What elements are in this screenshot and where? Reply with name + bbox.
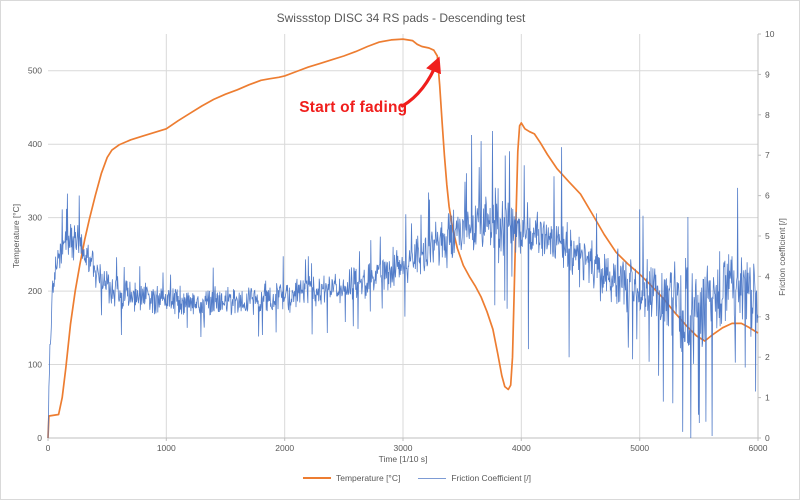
x-tick-label: 0	[46, 443, 51, 453]
y-left-tick-label: 400	[28, 139, 42, 149]
y-right-tick-label: 4	[765, 271, 770, 281]
y-right-tick-label: 9	[765, 69, 770, 79]
y-left-tick-label: 500	[28, 66, 42, 76]
y-left-tick-label: 100	[28, 360, 42, 370]
y-right-tick-label: 6	[765, 191, 770, 201]
y-right-tick-label: 5	[765, 231, 770, 241]
y-right-tick-label: 1	[765, 393, 770, 403]
legend-label-temperature: Temperature [°C]	[335, 473, 401, 483]
x-tick-label: 6000	[749, 443, 768, 453]
x-axis-title: Time [1/10 s]	[378, 454, 428, 464]
y-right-tick-label: 3	[765, 312, 770, 322]
legend-label-friction: Friction Coefficient [/]	[451, 473, 532, 483]
annotation-start-of-fading: Start of fading	[299, 99, 408, 117]
y-right-tick-label: 8	[765, 110, 770, 120]
y-right-tick-label: 10	[765, 29, 775, 39]
x-tick-label: 1000	[157, 443, 176, 453]
y-right-tick-label: 0	[765, 433, 770, 443]
y-left-tick-label: 200	[28, 286, 42, 296]
x-tick-label: 2000	[275, 443, 294, 453]
y-axis-left-title: Temperature [°C]	[11, 203, 21, 269]
temperature-legend-line-icon	[302, 477, 331, 479]
annotation-arrow	[400, 56, 441, 108]
legend: Temperature [°C] Friction Coefficient [/…	[302, 473, 531, 483]
y-axis-right-title: Friction coefficient [/]	[777, 218, 787, 296]
y-right-tick-label: 2	[765, 352, 770, 362]
y-right-tick-label: 7	[765, 150, 770, 160]
x-tick-label: 4000	[512, 443, 531, 453]
friction-series-line[interactable]	[47, 130, 759, 439]
legend-item-friction[interactable]: Friction Coefficient [/]	[418, 473, 531, 483]
y-left-tick-label: 300	[28, 213, 42, 223]
legend-item-temperature[interactable]: Temperature [°C]	[302, 473, 401, 483]
chart-title: Swissstop DISC 34 RS pads - Descending t…	[276, 11, 526, 25]
y-left-tick-label: 0	[37, 433, 42, 443]
x-tick-label: 3000	[394, 443, 413, 453]
friction-legend-line-icon	[418, 477, 447, 479]
x-tick-label: 5000	[630, 443, 649, 453]
